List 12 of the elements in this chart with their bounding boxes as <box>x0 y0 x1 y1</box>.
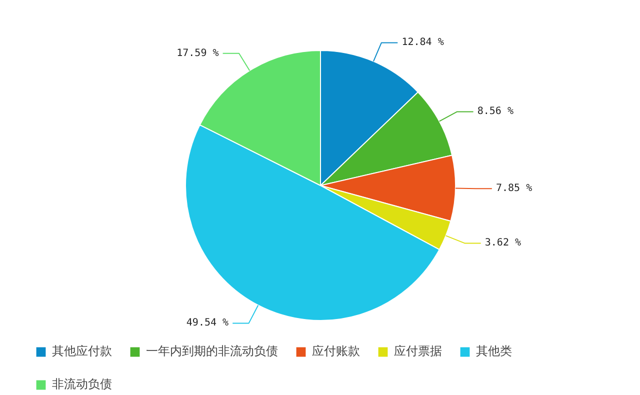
legend-label: 非流动负债 <box>52 376 112 393</box>
legend-label: 应付账款 <box>312 343 360 360</box>
data-label: 17.59 % <box>176 48 219 59</box>
data-label: 12.84 % <box>402 37 444 48</box>
data-label: 49.54 % <box>186 318 229 329</box>
legend-label: 应付票据 <box>394 343 442 360</box>
legend-label: 一年内到期的非流动负债 <box>146 343 278 360</box>
data-label: 7.85 % <box>496 183 532 194</box>
legend-label: 其他类 <box>476 343 512 360</box>
data-label: 3.62 % <box>484 238 522 249</box>
data-label: 8.56 % <box>477 106 514 118</box>
legend-label: 其他应付款 <box>52 343 112 360</box>
